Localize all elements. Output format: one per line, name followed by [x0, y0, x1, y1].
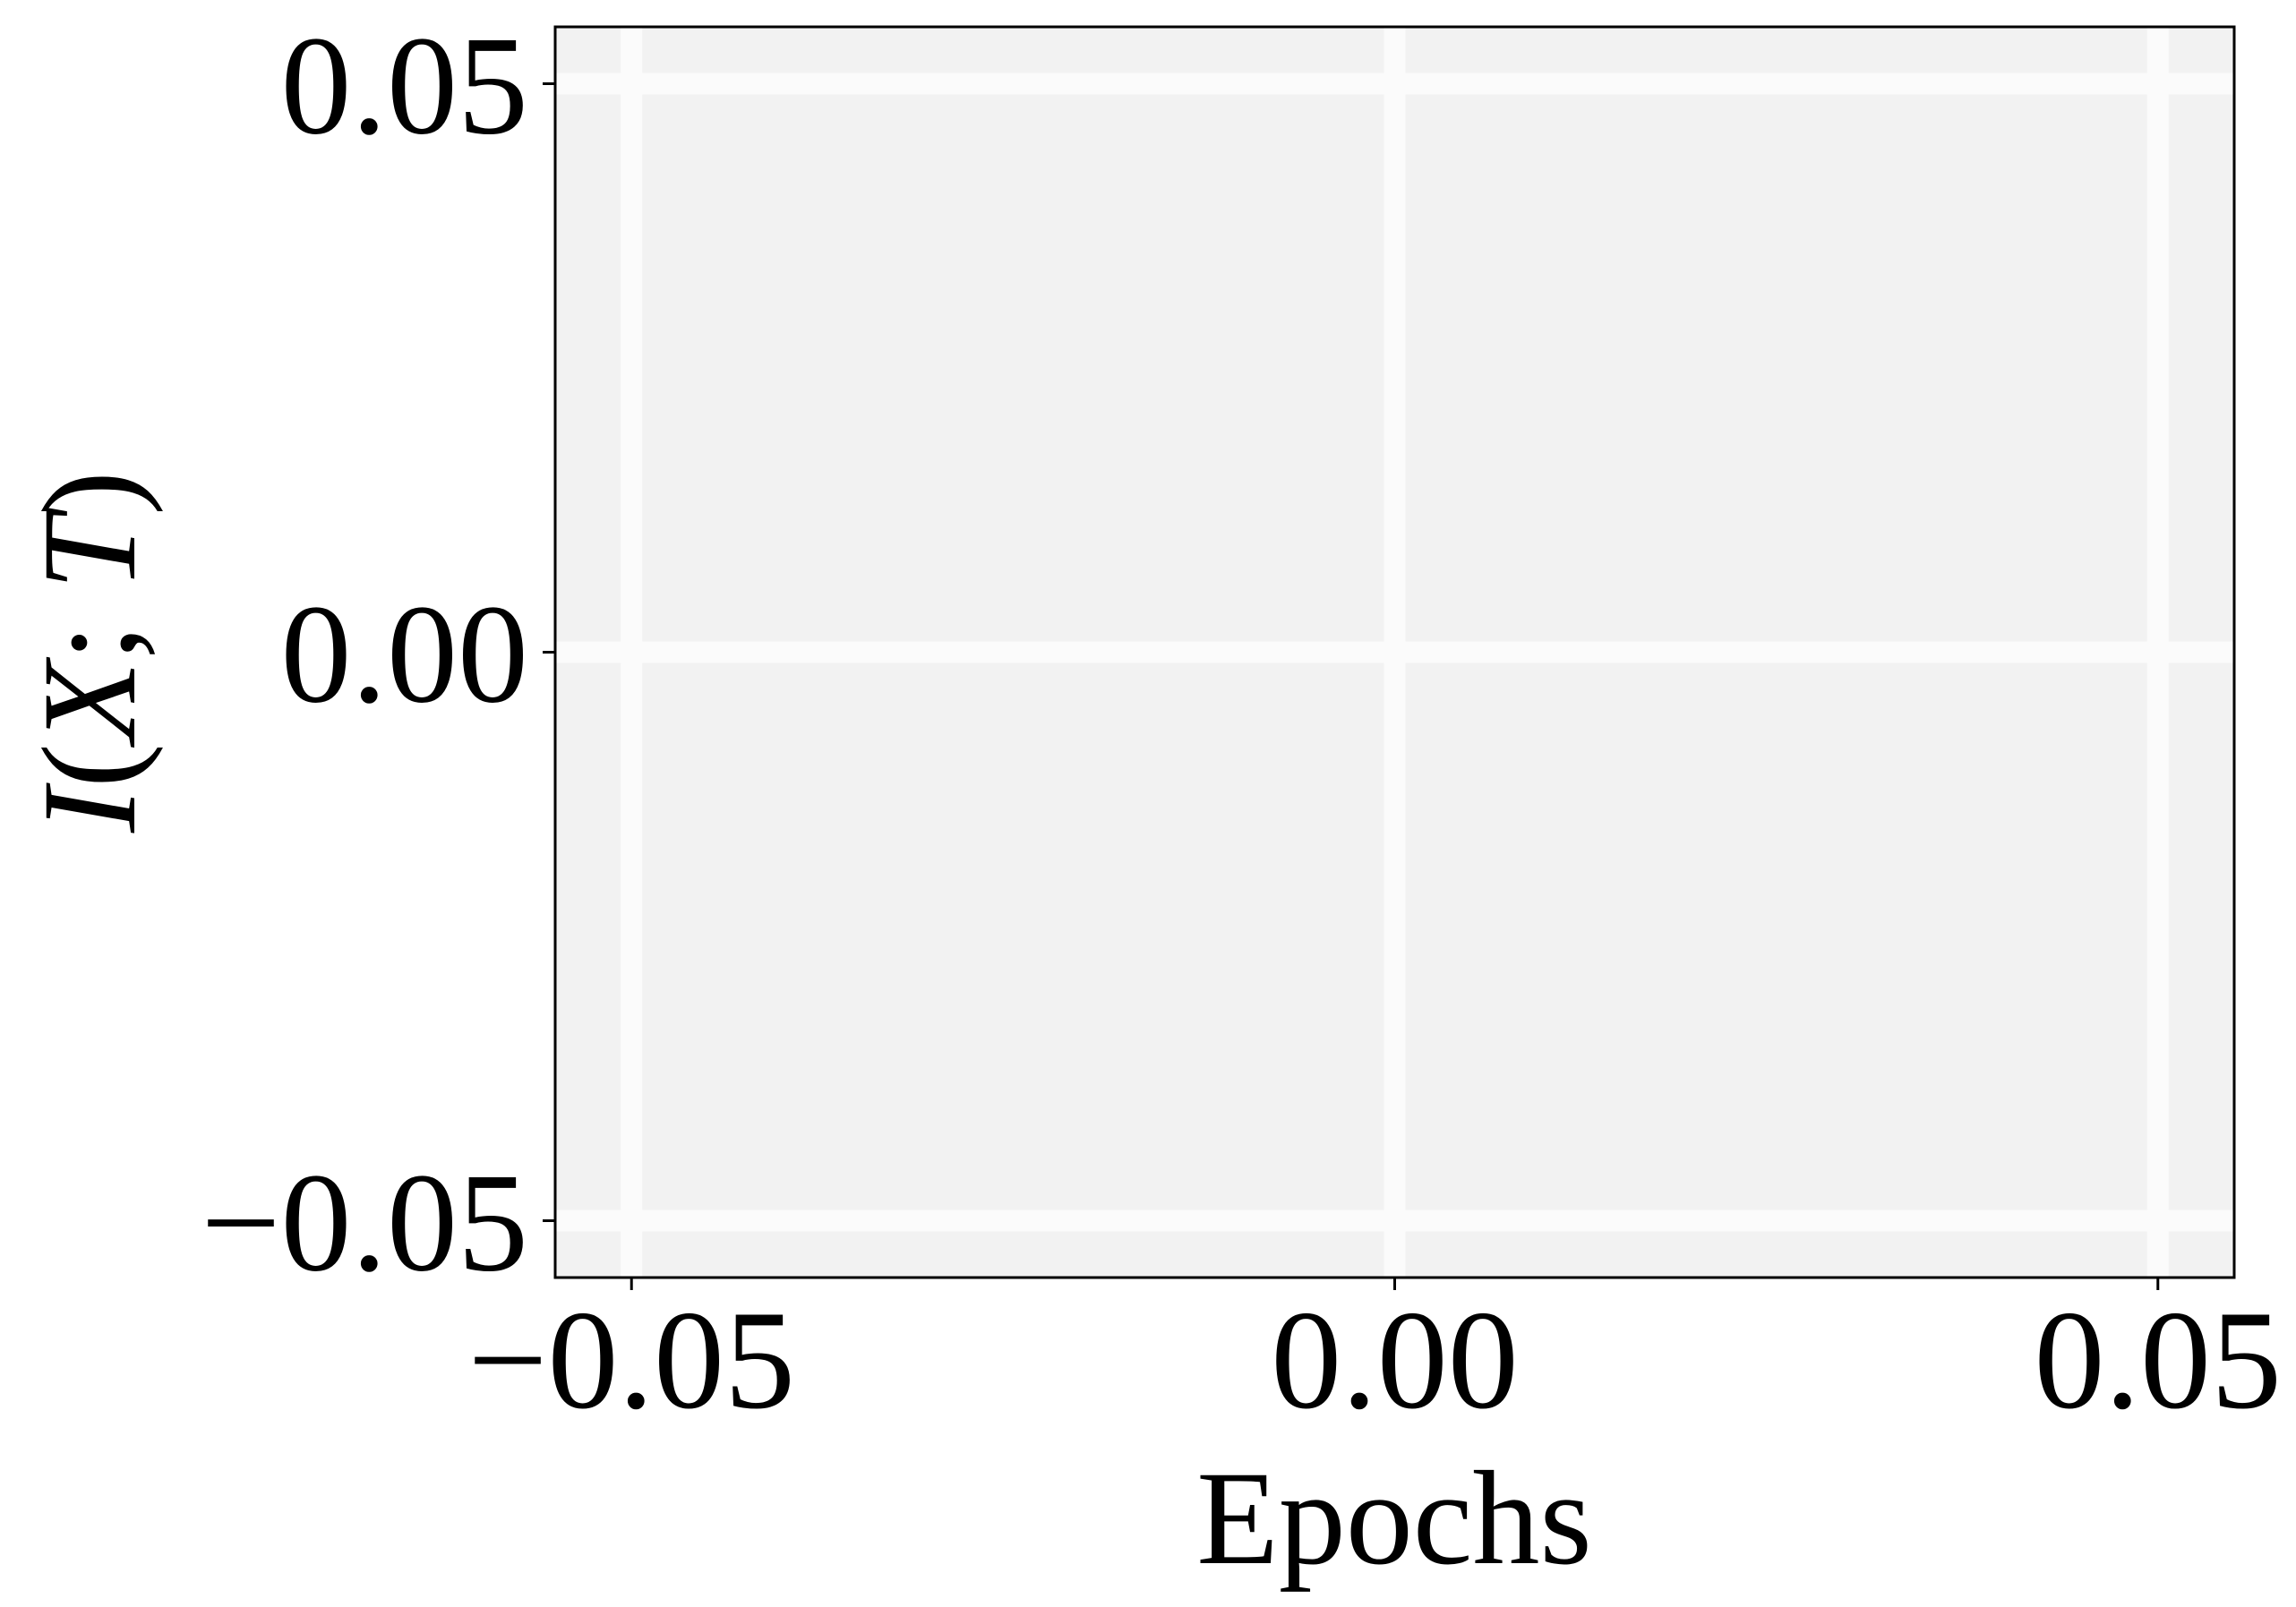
x-axis-label: Epochs — [1196, 1444, 1592, 1593]
y-axis-label-open: ( — [15, 743, 164, 788]
y-axis-label-sep: ; — [15, 590, 164, 661]
x-tick-label-0: −0.05 — [467, 1282, 795, 1439]
y-ticks: −0.05 0.00 0.05 — [201, 8, 555, 1302]
y-axis-label-var3: T — [15, 507, 164, 590]
y-tick-label-1: 0.00 — [281, 577, 529, 733]
y-tick-label-2: 0.05 — [281, 8, 529, 165]
x-tick-label-1: 0.00 — [1271, 1282, 1519, 1439]
x-tick-label-2: 0.05 — [2035, 1282, 2283, 1439]
y-axis-label-var1: I — [15, 782, 164, 833]
x-ticks: −0.05 0.00 0.05 — [467, 1278, 2282, 1439]
y-axis-label-var2: X — [15, 656, 164, 748]
y-axis-label: I(X; T) — [15, 471, 164, 833]
grid-lines — [555, 27, 2234, 1278]
y-tick-label-0: −0.05 — [201, 1145, 528, 1302]
y-axis-label-close: ) — [15, 471, 164, 516]
